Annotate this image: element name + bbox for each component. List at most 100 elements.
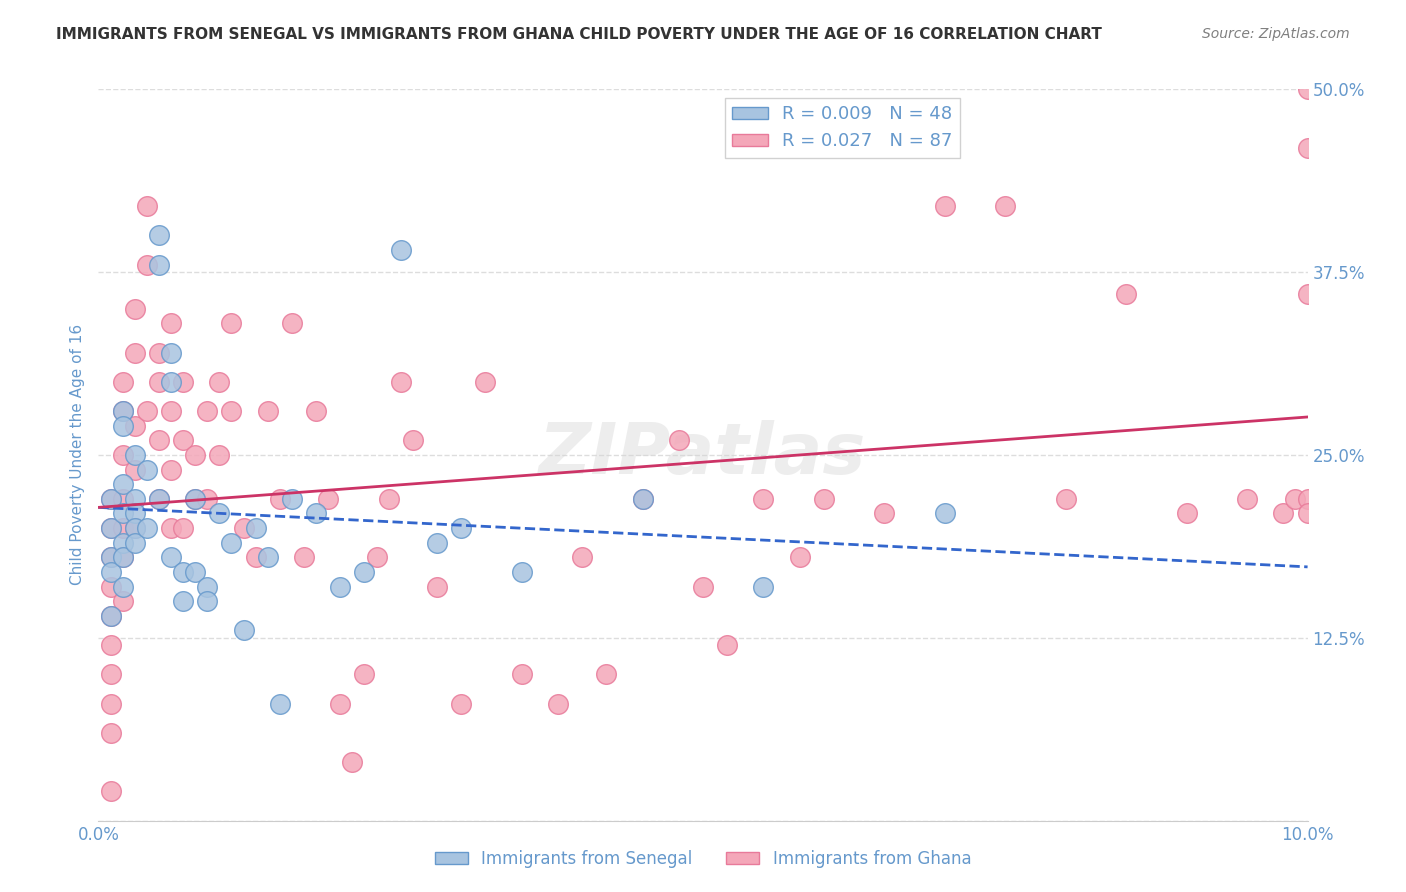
Point xyxy=(195,404,218,418)
Point xyxy=(256,404,278,418)
Point xyxy=(631,491,654,506)
Point xyxy=(111,491,134,506)
Point xyxy=(195,594,218,608)
Point xyxy=(124,521,146,535)
Point xyxy=(1175,507,1198,521)
Point xyxy=(100,580,122,594)
Point xyxy=(135,521,157,535)
Point xyxy=(124,535,146,549)
Point xyxy=(100,565,122,579)
Point xyxy=(934,199,956,213)
Point xyxy=(100,784,122,798)
Point xyxy=(813,491,835,506)
Point xyxy=(256,550,278,565)
Point xyxy=(160,375,183,389)
Point xyxy=(124,462,146,476)
Legend: Immigrants from Senegal, Immigrants from Ghana: Immigrants from Senegal, Immigrants from… xyxy=(427,844,979,875)
Point xyxy=(474,375,496,389)
Point xyxy=(221,316,243,330)
Point xyxy=(245,521,267,535)
Point xyxy=(184,565,207,579)
Point xyxy=(269,491,291,506)
Point xyxy=(342,755,364,769)
Point xyxy=(305,507,328,521)
Point xyxy=(329,697,352,711)
Point xyxy=(402,434,425,448)
Point xyxy=(994,199,1017,213)
Point xyxy=(111,580,134,594)
Point xyxy=(184,491,207,506)
Point xyxy=(111,375,134,389)
Point xyxy=(221,535,243,549)
Point xyxy=(100,550,122,565)
Point xyxy=(389,243,412,257)
Point xyxy=(389,375,412,389)
Point xyxy=(148,434,170,448)
Point xyxy=(510,667,533,681)
Point xyxy=(111,477,134,491)
Point xyxy=(245,550,267,565)
Point xyxy=(1236,491,1258,506)
Text: IMMIGRANTS FROM SENEGAL VS IMMIGRANTS FROM GHANA CHILD POVERTY UNDER THE AGE OF : IMMIGRANTS FROM SENEGAL VS IMMIGRANTS FR… xyxy=(56,27,1102,42)
Point xyxy=(172,594,194,608)
Point xyxy=(100,608,122,623)
Point xyxy=(172,565,194,579)
Point xyxy=(668,434,690,448)
Point xyxy=(221,404,243,418)
Point xyxy=(148,258,170,272)
Point xyxy=(111,404,134,418)
Point xyxy=(100,550,122,565)
Point xyxy=(124,448,146,462)
Point xyxy=(124,345,146,359)
Point xyxy=(124,301,146,316)
Point xyxy=(160,521,183,535)
Point xyxy=(752,580,775,594)
Point xyxy=(160,316,183,330)
Point xyxy=(232,624,254,638)
Point xyxy=(1284,491,1306,506)
Point xyxy=(305,404,328,418)
Point xyxy=(100,521,122,535)
Point xyxy=(716,638,738,652)
Point xyxy=(1296,507,1319,521)
Point xyxy=(232,521,254,535)
Point xyxy=(148,491,170,506)
Point xyxy=(124,418,146,433)
Point xyxy=(353,565,375,579)
Point xyxy=(124,491,146,506)
Point xyxy=(208,448,231,462)
Point xyxy=(208,375,231,389)
Point xyxy=(172,375,194,389)
Text: Source: ZipAtlas.com: Source: ZipAtlas.com xyxy=(1202,27,1350,41)
Point xyxy=(450,697,472,711)
Point xyxy=(377,491,399,506)
Point xyxy=(752,491,775,506)
Point xyxy=(160,462,183,476)
Point xyxy=(148,375,170,389)
Point xyxy=(1272,507,1295,521)
Text: ZIPatlas: ZIPatlas xyxy=(540,420,866,490)
Point xyxy=(111,448,134,462)
Point xyxy=(111,550,134,565)
Point xyxy=(789,550,811,565)
Point xyxy=(124,521,146,535)
Point xyxy=(316,491,339,506)
Point xyxy=(281,316,304,330)
Point xyxy=(100,491,122,506)
Point xyxy=(100,608,122,623)
Point xyxy=(450,521,472,535)
Point xyxy=(547,697,569,711)
Point xyxy=(1115,287,1137,301)
Point xyxy=(269,697,291,711)
Point xyxy=(100,521,122,535)
Point xyxy=(111,535,134,549)
Point xyxy=(111,418,134,433)
Point xyxy=(1054,491,1077,506)
Point xyxy=(692,580,714,594)
Point xyxy=(172,434,194,448)
Point xyxy=(135,199,157,213)
Point xyxy=(100,697,122,711)
Point xyxy=(148,491,170,506)
Point xyxy=(148,228,170,243)
Point xyxy=(195,491,218,506)
